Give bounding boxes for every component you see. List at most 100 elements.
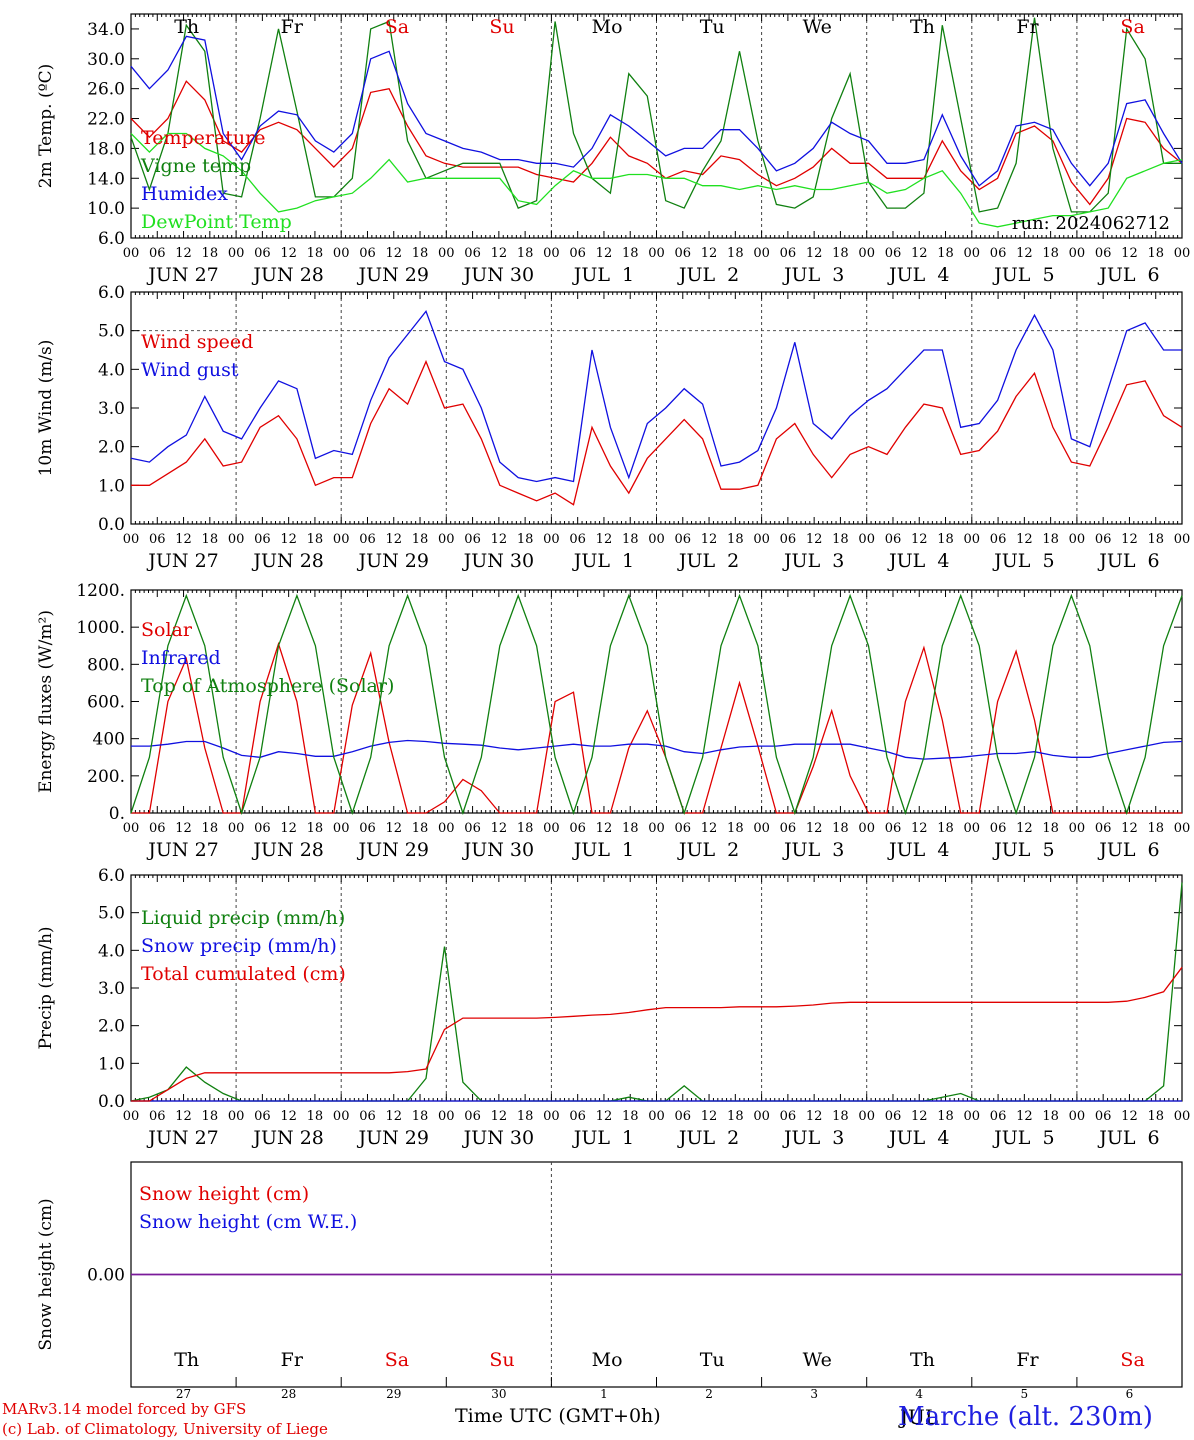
y-tick-label: 600. [87, 693, 125, 713]
hour-tick-label: 00 [333, 246, 350, 261]
hour-tick-label: 12 [385, 821, 402, 836]
date-label: JUN 30 [462, 839, 534, 861]
y-tick-label: 4.0 [98, 360, 125, 380]
date-label: JUL 5 [992, 1127, 1054, 1149]
hour-tick-label: 06 [359, 246, 376, 261]
hour-tick-label: 06 [149, 532, 166, 547]
hour-tick-label: 12 [806, 821, 823, 836]
date-label: JUN 27 [146, 550, 218, 572]
y-tick-label: 400 [93, 730, 125, 750]
hour-tick-label: 18 [832, 532, 849, 547]
hour-tick-label: 18 [937, 821, 954, 836]
hour-tick-label: 18 [412, 1109, 429, 1124]
hour-tick-label: 18 [202, 821, 219, 836]
hour-tick-label: 00 [333, 532, 350, 547]
day-name: Th [910, 1349, 935, 1371]
date-label: JUL 2 [677, 839, 739, 861]
hour-tick-label: 00 [753, 532, 770, 547]
day-number: 3 [810, 1387, 818, 1401]
hour-tick-label: 06 [569, 532, 586, 547]
y-tick-label: 22.0 [87, 110, 125, 130]
hour-tick-label: 06 [675, 1109, 692, 1124]
hour-tick-label: 00 [543, 1109, 560, 1124]
hour-tick-label: 06 [675, 532, 692, 547]
panel-1: 00 06 12 18 00 06 12 18 00 06 12 18 00 06 12 18 00 06 12 18… [36, 13, 1190, 286]
date-label: JUL 6 [1097, 264, 1159, 286]
hour-tick-label: 00 [123, 246, 140, 261]
hour-tick-label: 12 [911, 1109, 928, 1124]
hour-tick-label: 06 [780, 532, 797, 547]
legend-entry: Vigne temp [140, 155, 251, 177]
day-name: Fr [281, 1349, 304, 1371]
hour-tick-label: 00 [1069, 1109, 1086, 1124]
date-label: JUN 29 [357, 1127, 429, 1149]
hour-tick-label: 18 [1042, 532, 1059, 547]
legend-entry: Total cumulated (cm) [141, 963, 346, 985]
hour-tick-label: 00 [228, 532, 245, 547]
date-label: JUL 1 [572, 1127, 634, 1149]
date-label: JUL 2 [677, 264, 739, 286]
day-number: 1 [600, 1387, 608, 1401]
hour-tick-label: 06 [149, 246, 166, 261]
day-number: 4 [915, 1387, 923, 1401]
date-label: JUN 30 [462, 550, 534, 572]
hour-tick-label: 18 [622, 246, 639, 261]
hour-tick-label: 00 [1069, 246, 1086, 261]
series-line-3 [131, 966, 1183, 1102]
hour-tick-label: 06 [885, 821, 902, 836]
hour-tick-label: 06 [780, 821, 797, 836]
hour-tick-label: 12 [911, 246, 928, 261]
hour-tick-label: 12 [1121, 821, 1138, 836]
hour-tick-label: 12 [175, 532, 192, 547]
run-annotation: run: 2024062712 [1012, 213, 1170, 234]
y-tick-label: 0. [109, 804, 125, 824]
y-tick-label: 14.0 [87, 169, 125, 189]
hour-tick-label: 12 [385, 532, 402, 547]
day-name: Fr [1016, 16, 1039, 38]
panel-2: 00 06 12 18 00 06 12 18 00 06 12 18 00 06 12 18 00 06 12 18… [36, 283, 1190, 572]
legend-entry: Solar [141, 619, 193, 641]
hour-tick-label: 06 [464, 532, 481, 547]
date-label: JUL 2 [677, 1127, 739, 1149]
hour-tick-label: 00 [648, 1109, 665, 1124]
hour-tick-label: 18 [1042, 821, 1059, 836]
date-label: JUL 2 [677, 550, 739, 572]
hour-tick-label: 06 [254, 1109, 271, 1124]
hour-tick-label: 12 [701, 821, 718, 836]
hour-tick-label: 18 [1042, 1109, 1059, 1124]
y-tick-label: 3.0 [98, 399, 125, 419]
legend-entry: Infrared [141, 647, 221, 669]
hour-tick-label: 18 [832, 821, 849, 836]
station-label: Marche (alt. 230m) [898, 1402, 1153, 1432]
hour-tick-label: 18 [1042, 246, 1059, 261]
hour-tick-label: 00 [1174, 821, 1191, 836]
hour-tick-label: 00 [648, 246, 665, 261]
hour-tick-label: 18 [1147, 532, 1164, 547]
hour-tick-label: 12 [385, 1109, 402, 1124]
hour-tick-label: 12 [491, 821, 508, 836]
date-label: JUN 29 [357, 839, 429, 861]
hour-tick-label: 06 [1095, 1109, 1112, 1124]
legend-entry: Snow height (cm W.E.) [139, 1211, 357, 1233]
y-axis-label: 10m Wind (m/s) [36, 340, 56, 477]
hour-tick-label: 00 [1069, 532, 1086, 547]
hour-tick-label: 00 [543, 246, 560, 261]
overlap-label: JUL [898, 1405, 938, 1429]
hour-tick-label: 06 [1095, 821, 1112, 836]
hour-tick-label: 00 [753, 1109, 770, 1124]
date-label: JUL 5 [992, 264, 1054, 286]
date-label: JUN 29 [357, 550, 429, 572]
y-tick-label: 6.0 [98, 283, 125, 303]
legend-entry: DewPoint Temp [141, 211, 292, 233]
date-label: JUN 30 [462, 1127, 534, 1149]
hour-tick-label: 18 [412, 821, 429, 836]
hour-tick-label: 00 [123, 532, 140, 547]
hour-tick-label: 06 [359, 1109, 376, 1124]
date-label: JUL 5 [992, 550, 1054, 572]
date-label: JUN 29 [357, 264, 429, 286]
hour-tick-label: 00 [858, 821, 875, 836]
hour-tick-label: 12 [491, 532, 508, 547]
hour-tick-label: 12 [806, 246, 823, 261]
day-name: Su [489, 1349, 514, 1371]
hour-tick-label: 18 [622, 1109, 639, 1124]
